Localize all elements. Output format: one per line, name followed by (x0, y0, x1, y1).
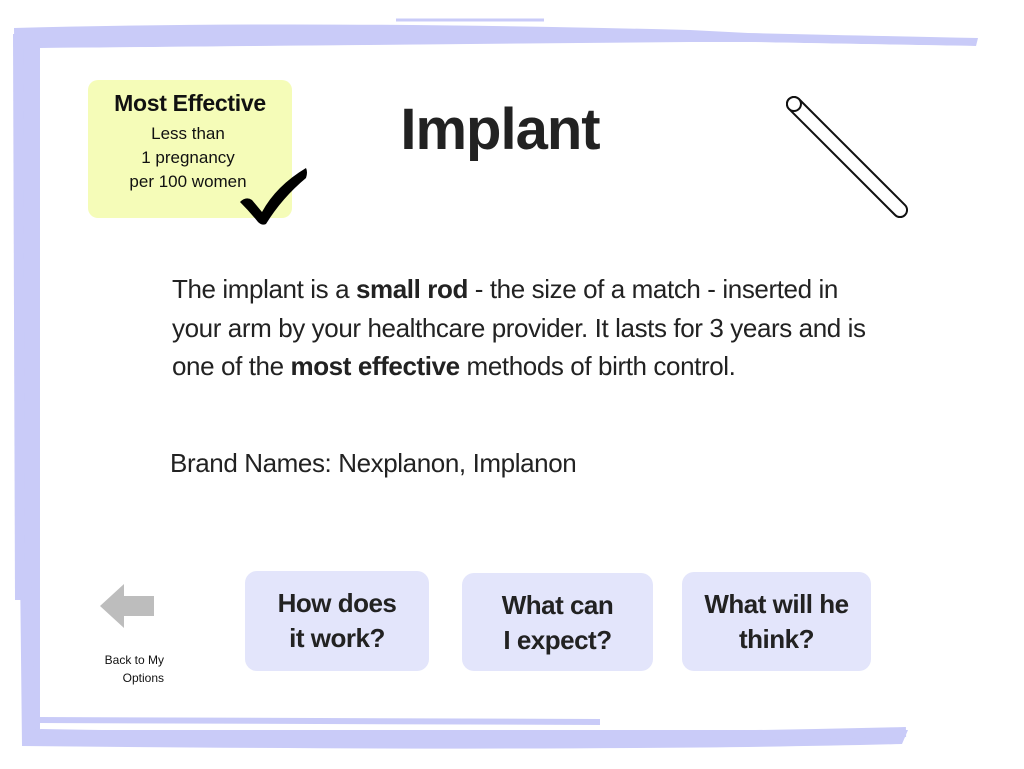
question-2-line-1: What can (501, 590, 614, 620)
implant-rod-icon (786, 95, 908, 219)
back-arrow-icon (100, 584, 154, 628)
effectiveness-badge: Most Effective Less than 1 pregnancy per… (88, 80, 292, 218)
what-will-he-think-button[interactable]: What will he think? (682, 572, 871, 671)
effectiveness-line-3: per 100 women (129, 172, 247, 191)
checkmark-icon (240, 168, 307, 225)
description-bold-small-rod: small rod (355, 274, 468, 304)
how-does-it-work-button[interactable]: How does it work? (245, 571, 429, 671)
question-3-line-1: What will he (704, 589, 849, 619)
page-title: Implant (400, 97, 600, 162)
question-2-line-2: I expect? (503, 625, 612, 655)
description-part-3: methods of birth control. (459, 351, 736, 381)
description-part-2: - the size of a match - inserted in your… (172, 274, 866, 381)
question-1-line-2: it work? (289, 623, 385, 653)
back-to-options-button[interactable]: Back to My Options (90, 578, 180, 688)
effectiveness-title: Most Effective (114, 90, 266, 116)
what-can-i-expect-button[interactable]: What can I expect? (462, 573, 653, 671)
description-text: The implant is a small rod - the size of… (172, 270, 892, 386)
brand-names: Brand Names: Nexplanon, Implanon (170, 448, 577, 478)
description-bold-most-effective: most effective (290, 351, 460, 381)
back-label: Back to My Options (90, 651, 164, 687)
description-part-1: The implant is a (172, 274, 356, 304)
question-1-line-1: How does (277, 588, 397, 618)
back-label-line-2: Options (122, 671, 164, 685)
question-3-line-2: think? (739, 624, 815, 654)
back-label-line-1: Back to My (104, 653, 164, 667)
effectiveness-line-2: 1 pregnancy (141, 148, 235, 167)
effectiveness-line-1: Less than (151, 124, 225, 143)
